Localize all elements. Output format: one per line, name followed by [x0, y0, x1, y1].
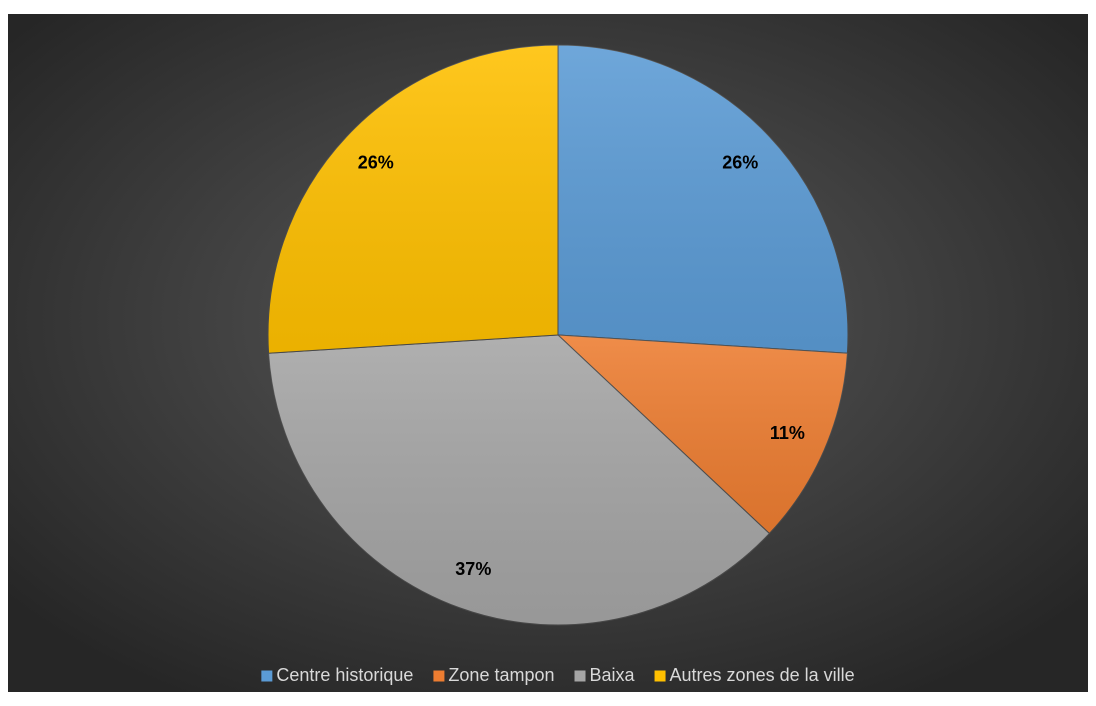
legend: Centre historique Zone tampon Baixa Autres …	[261, 665, 855, 685]
data-label: 11%	[770, 423, 805, 443]
data-label: 37%	[455, 559, 491, 579]
legend-swatch	[433, 670, 445, 682]
legend-label: Centre historique	[276, 665, 413, 685]
legend-swatch	[654, 670, 666, 682]
legend-label: Autres zones de la ville	[670, 665, 855, 685]
legend-swatch	[261, 670, 273, 682]
data-label: 26%	[722, 153, 758, 173]
data-labels: 26% 11% 37% 26%	[358, 153, 805, 579]
legend-swatch	[574, 670, 586, 682]
legend-label: Zone tampon	[448, 665, 554, 685]
pie	[267, 44, 849, 626]
data-label: 26%	[358, 153, 394, 173]
legend-label: Baixa	[590, 665, 636, 685]
